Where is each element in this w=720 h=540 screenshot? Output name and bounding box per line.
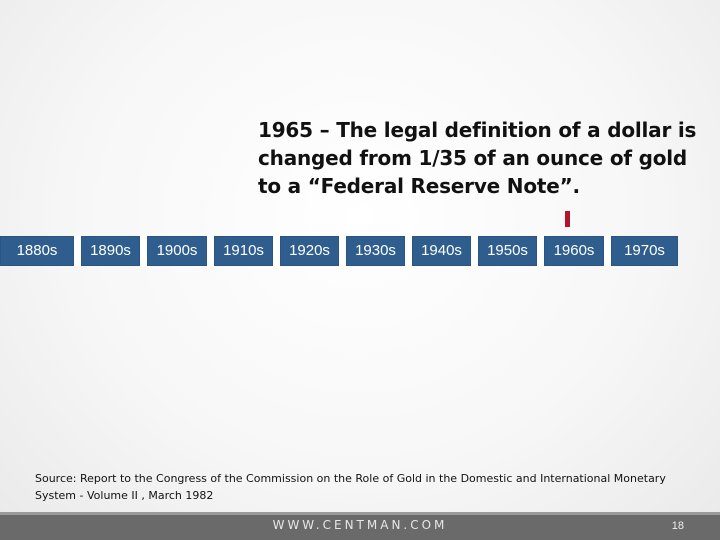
decade-timeline: 1880s 1890s 1900s 1910s 1920s 1930s 1940… [0,236,678,266]
decade-box: 1920s [280,236,346,266]
decade-box: 1950s [478,236,544,266]
event-annotation: 1965 – The legal definition of a dollar … [258,118,697,198]
source-citation: Source: Report to the Congress of the Co… [35,472,666,502]
decade-box: 1960s [544,236,611,266]
footer-divider [0,512,720,515]
decade-box: 1900s [147,236,214,266]
decade-box: 1930s [346,236,412,266]
footer-bar: WWW.CENTMAN.COM 18 [0,512,720,540]
decade-box: 1890s [81,236,147,266]
decade-box: 1940s [412,236,478,266]
decade-box: 1910s [214,236,280,266]
event-marker [565,211,570,227]
decade-box: 1970s [611,236,678,266]
footer-url[interactable]: WWW.CENTMAN.COM [272,518,448,532]
page-number: 18 [671,520,684,532]
decade-box: 1880s [0,236,81,266]
